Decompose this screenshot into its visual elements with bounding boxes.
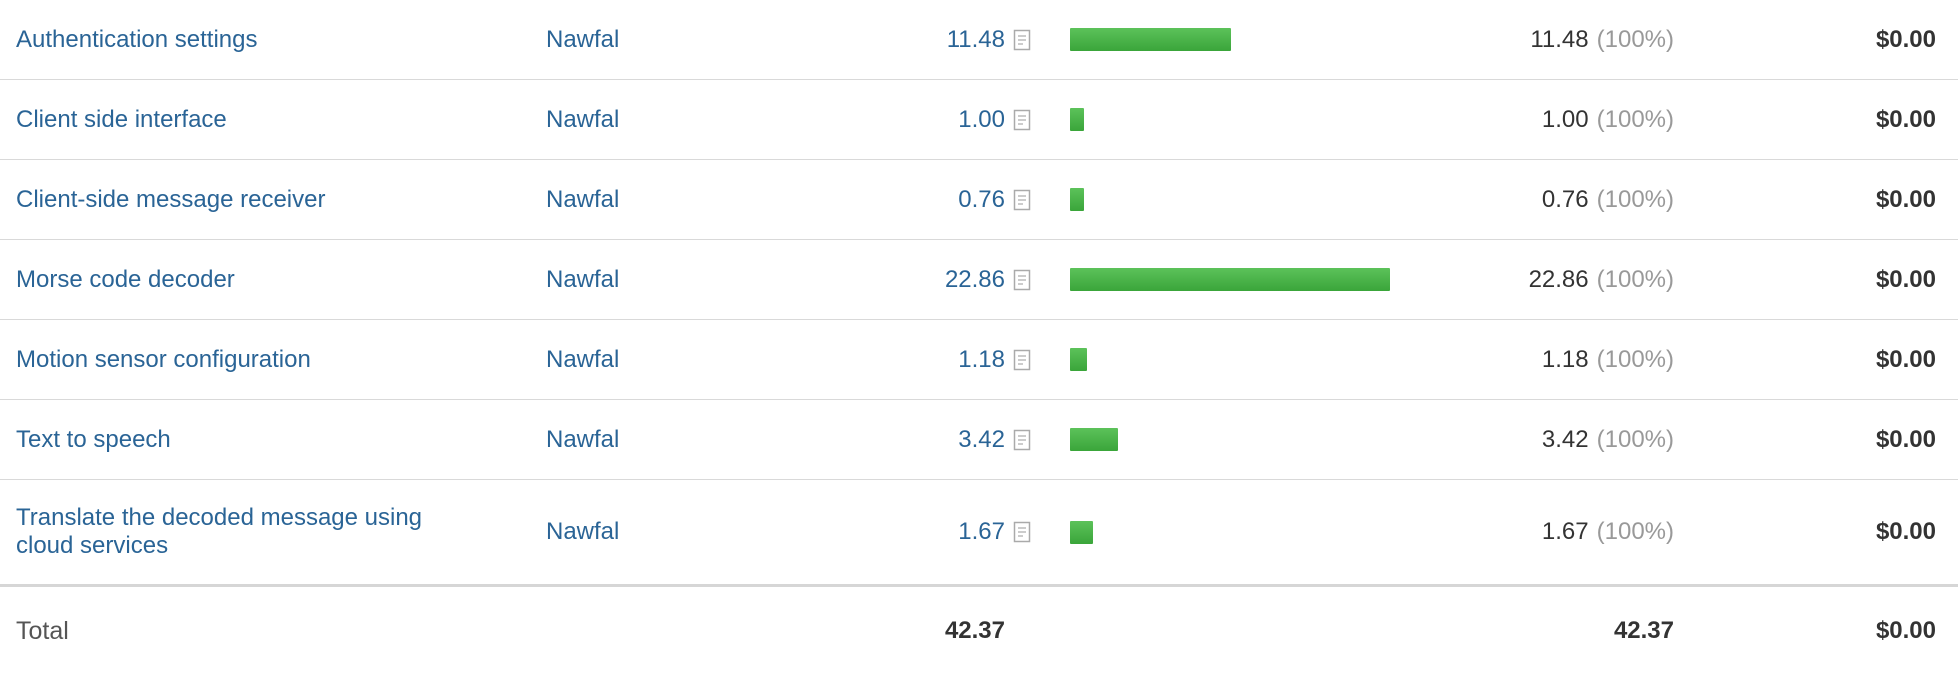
notes-icon[interactable]: [1013, 29, 1031, 51]
billable-amount: $0.00: [1875, 425, 1936, 453]
notes-icon[interactable]: [1013, 521, 1031, 543]
user-link[interactable]: Nawfal: [546, 105, 620, 133]
user-link[interactable]: Nawfal: [546, 345, 620, 373]
hours-bar: [1070, 348, 1087, 371]
total-billable-hours: 42.37: [1613, 617, 1674, 644]
notes-icon[interactable]: [1013, 269, 1031, 291]
billable-amount: $0.00: [1875, 265, 1936, 293]
total-label: Total: [16, 616, 69, 645]
task-link[interactable]: Morse code decoder: [16, 265, 235, 293]
billable-hours: 1.18: [1541, 345, 1589, 373]
table-row: Morse code decoder Nawfal 22.86 22.86 (10…: [0, 240, 1958, 320]
billable-percent: (100%): [1596, 105, 1674, 133]
user-link[interactable]: Nawfal: [546, 518, 620, 545]
user-link[interactable]: Nawfal: [546, 25, 620, 53]
user-link[interactable]: Nawfal: [546, 185, 620, 213]
table-row: Motion sensor configuration Nawfal 1.18 …: [0, 320, 1958, 400]
task-link[interactable]: Motion sensor configuration: [16, 345, 311, 373]
total-row: Total 42.37 42.37 $0.00: [0, 587, 1958, 675]
task-link[interactable]: Translate the decoded message using clou…: [16, 504, 423, 559]
hours-link[interactable]: 0.76: [958, 185, 1005, 213]
notes-icon[interactable]: [1013, 109, 1031, 131]
billable-percent: (100%): [1596, 25, 1674, 53]
total-amount: $0.00: [1875, 617, 1936, 644]
billable-amount: $0.00: [1875, 185, 1936, 213]
hours-bar: [1070, 428, 1118, 451]
notes-icon[interactable]: [1013, 429, 1031, 451]
hours-bar: [1070, 188, 1084, 211]
user-link[interactable]: Nawfal: [546, 425, 620, 453]
task-link[interactable]: Client-side message receiver: [16, 185, 326, 213]
notes-icon[interactable]: [1013, 189, 1031, 211]
billable-amount: $0.00: [1875, 518, 1936, 545]
task-link[interactable]: Client side interface: [16, 105, 227, 133]
hours-bar: [1070, 268, 1390, 291]
billable-amount: $0.00: [1875, 105, 1936, 133]
hours-bar: [1070, 28, 1231, 51]
billable-hours: 3.42: [1541, 425, 1589, 453]
hours-link[interactable]: 11.48: [946, 25, 1005, 53]
user-link[interactable]: Nawfal: [546, 265, 620, 293]
billable-percent: (100%): [1596, 518, 1674, 545]
hours-link[interactable]: 3.42: [958, 425, 1005, 453]
billable-hours: 22.86: [1528, 265, 1589, 293]
table-row: Client side interface Nawfal 1.00 1.00 (1…: [0, 80, 1958, 160]
billable-amount: $0.00: [1875, 25, 1936, 53]
table-row: Translate the decoded message using clou…: [0, 480, 1958, 587]
hours-link[interactable]: 1.18: [958, 345, 1005, 373]
total-hours: 42.37: [944, 617, 1005, 644]
billable-percent: (100%): [1596, 425, 1674, 453]
task-link[interactable]: Authentication settings: [16, 25, 258, 53]
hours-bar: [1070, 108, 1084, 131]
table-row: Authentication settings Nawfal 11.48 11.…: [0, 0, 1958, 80]
hours-link[interactable]: 1.00: [958, 105, 1005, 133]
billable-hours: 0.76: [1541, 185, 1589, 213]
billable-hours: 11.48: [1530, 25, 1589, 53]
billable-percent: (100%): [1596, 345, 1674, 373]
billable-hours: 1.67: [1541, 518, 1589, 545]
billable-percent: (100%): [1596, 185, 1674, 213]
hours-link[interactable]: 22.86: [944, 265, 1005, 293]
billable-amount: $0.00: [1875, 345, 1936, 373]
table-row: Client-side message receiver Nawfal 0.76…: [0, 160, 1958, 240]
billable-percent: (100%): [1596, 265, 1674, 293]
billable-hours: 1.00: [1541, 105, 1589, 133]
hours-link[interactable]: 1.67: [958, 518, 1005, 545]
table-row: Text to speech Nawfal 3.42 3.42 (100%) $0…: [0, 400, 1958, 480]
task-link[interactable]: Text to speech: [16, 425, 171, 453]
hours-bar: [1070, 520, 1093, 544]
notes-icon[interactable]: [1013, 349, 1031, 371]
